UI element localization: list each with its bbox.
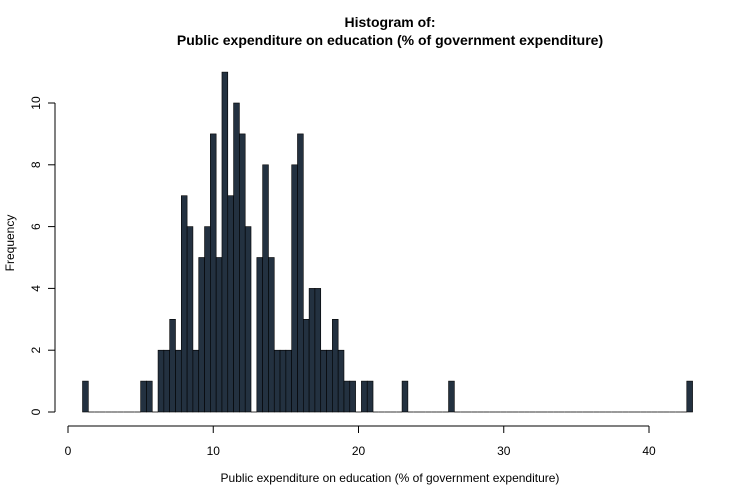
histogram-bar [332, 318, 339, 413]
x-tick-label: 40 [642, 444, 656, 458]
histogram-bar [210, 133, 217, 413]
histogram-bar [163, 349, 170, 413]
histogram-bar [320, 349, 327, 413]
histogram-bar [686, 380, 693, 413]
histogram-bar [239, 133, 246, 413]
histogram-bar [82, 380, 89, 413]
y-tick-label: 10 [29, 96, 43, 110]
histogram-bar [169, 318, 176, 413]
histogram-bar [268, 257, 275, 413]
x-tick-label: 10 [207, 444, 221, 458]
histogram-bar [262, 164, 269, 413]
y-tick-label: 4 [29, 285, 43, 292]
x-tick-label: 0 [65, 444, 72, 458]
histogram-bar [180, 195, 188, 413]
axes-group: 0 10 20 30 40 0 2 4 6 8 10 [29, 96, 656, 458]
histogram-bar [215, 257, 223, 413]
histogram-bar [204, 226, 211, 413]
histogram-bar [337, 349, 345, 413]
histogram-bar [343, 380, 351, 413]
histogram-bar [448, 380, 455, 413]
histogram-bar [279, 349, 287, 413]
histogram-bar [326, 349, 333, 413]
histogram-bar [349, 380, 356, 413]
histogram-bar [303, 318, 310, 413]
histogram-bar [314, 288, 322, 413]
histogram-bar [175, 349, 182, 413]
y-tick-label: 8 [29, 161, 43, 168]
histogram-bar [291, 164, 298, 413]
histogram-bar [297, 133, 304, 413]
histogram-bar [366, 380, 374, 413]
histogram-bar [157, 349, 165, 413]
histogram-bar [273, 349, 281, 413]
histogram-bar [361, 380, 368, 413]
histogram-bar [285, 349, 292, 413]
y-tick-label: 0 [29, 408, 43, 415]
y-tick-label: 6 [29, 223, 43, 230]
histogram-bar [198, 257, 205, 413]
chart-title: Histogram of: [344, 14, 436, 30]
histogram-bar [256, 257, 263, 413]
histogram-bar [308, 288, 316, 413]
histogram-bar [244, 226, 252, 413]
histogram-bar [233, 102, 240, 413]
x-tick-label: 20 [352, 444, 366, 458]
histogram-bar [186, 226, 194, 413]
x-axis-label: Public expenditure on education (% of go… [221, 471, 560, 485]
histogram-bar [401, 380, 409, 413]
histogram-bar [192, 349, 200, 413]
x-tick-label: 30 [497, 444, 511, 458]
histogram-bar [227, 195, 234, 413]
bars-group [82, 71, 693, 413]
y-tick-label: 2 [29, 347, 43, 354]
histogram-bar [146, 380, 153, 413]
histogram-bar [140, 380, 147, 413]
chart-subtitle: Public expenditure on education (% of go… [176, 32, 604, 48]
histogram-bar [221, 71, 229, 413]
y-axis-label: Frequency [3, 215, 17, 272]
